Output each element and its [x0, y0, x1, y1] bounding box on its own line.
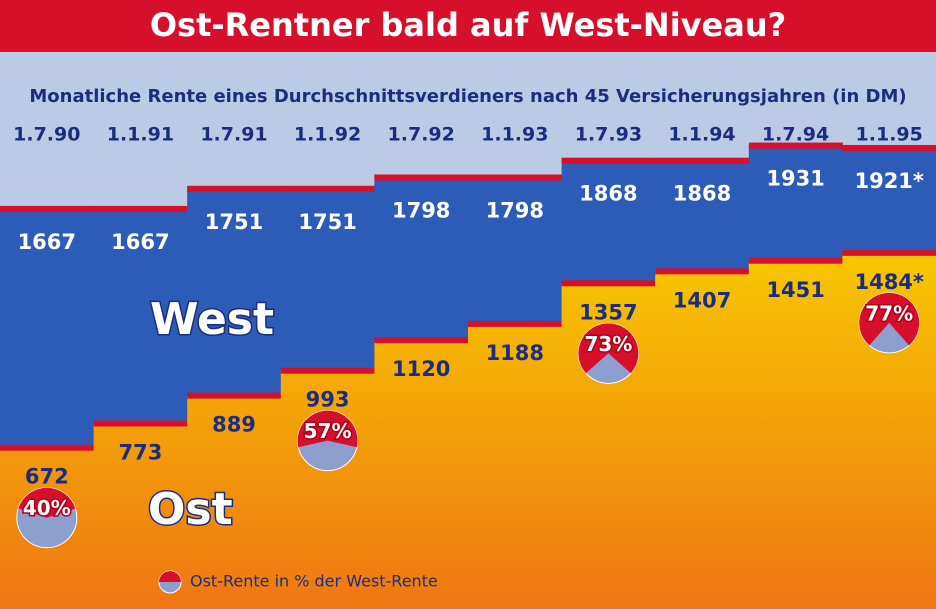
value-label: 1868 [579, 182, 637, 206]
x-tick-label: 1.1.92 [294, 124, 361, 146]
value-label: 1751 [205, 210, 263, 234]
share-pie [159, 571, 181, 593]
x-tick-label: 1.1.91 [107, 124, 174, 146]
step-edge [374, 174, 468, 180]
step-edge [281, 368, 375, 374]
value-label: 1921* [854, 169, 923, 193]
value-label: 773 [118, 440, 162, 464]
share-label: 57% [304, 419, 352, 443]
step-edge [655, 268, 749, 274]
series-name: West [150, 294, 274, 345]
x-tick-label: 1.7.93 [575, 124, 642, 146]
step-edge [562, 280, 656, 286]
step-edge [655, 158, 749, 164]
step-edge [374, 337, 468, 343]
share-label: 77% [865, 301, 913, 325]
value-label: 993 [306, 388, 350, 412]
step-edge [562, 158, 656, 164]
value-label: 1751 [298, 210, 356, 234]
chart: Ost-Rentner bald auf West-Niveau? Monatl… [0, 0, 936, 609]
plot [0, 143, 936, 609]
value-label: 672 [25, 465, 69, 489]
value-label: 1451 [766, 278, 824, 302]
step-edge [94, 420, 188, 426]
step-edge [749, 258, 843, 264]
value-label: 1120 [392, 357, 450, 381]
step-area [749, 261, 843, 609]
step-edge [187, 186, 281, 192]
value-label: 1667 [18, 230, 76, 254]
value-label: 889 [212, 413, 256, 437]
step-area [468, 324, 562, 609]
value-label: 1407 [673, 288, 731, 312]
x-tick-label: 1.1.94 [668, 124, 735, 146]
value-label: 1931 [766, 167, 824, 191]
chart-title: Ost-Rentner bald auf West-Niveau? [150, 6, 786, 44]
step-edge [842, 250, 936, 256]
share-label: 40% [23, 496, 71, 520]
step-edge [468, 321, 562, 327]
value-label: 1798 [392, 198, 450, 222]
legend-text: Ost-Rente in % der West-Rente [190, 572, 438, 591]
value-label: 1798 [486, 198, 544, 222]
step-edge [0, 206, 94, 212]
step-edge [281, 186, 375, 192]
step-edge [94, 206, 188, 212]
step-edge [842, 145, 936, 151]
x-tick-label: 1.7.90 [13, 124, 80, 146]
share-label: 73% [584, 332, 632, 356]
series-name: Ost [148, 484, 233, 535]
x-tick-label: 1.1.93 [481, 124, 548, 146]
x-tick-label: 1.7.94 [762, 124, 829, 146]
value-label: 1188 [486, 341, 544, 365]
step-edge [468, 174, 562, 180]
x-tick-label: 1.7.92 [388, 124, 455, 146]
subtitle: Monatliche Rente eines Durchschnittsverd… [29, 86, 906, 107]
value-label: 1868 [673, 182, 731, 206]
step-edge [0, 445, 94, 451]
value-label: 1484* [854, 270, 923, 294]
x-tick-label: 1.7.91 [200, 124, 267, 146]
value-label: 1357 [579, 300, 637, 324]
step-edge [187, 393, 281, 399]
step-area [655, 271, 749, 609]
value-label: 1667 [111, 230, 169, 254]
x-tick-label: 1.1.95 [856, 124, 923, 146]
